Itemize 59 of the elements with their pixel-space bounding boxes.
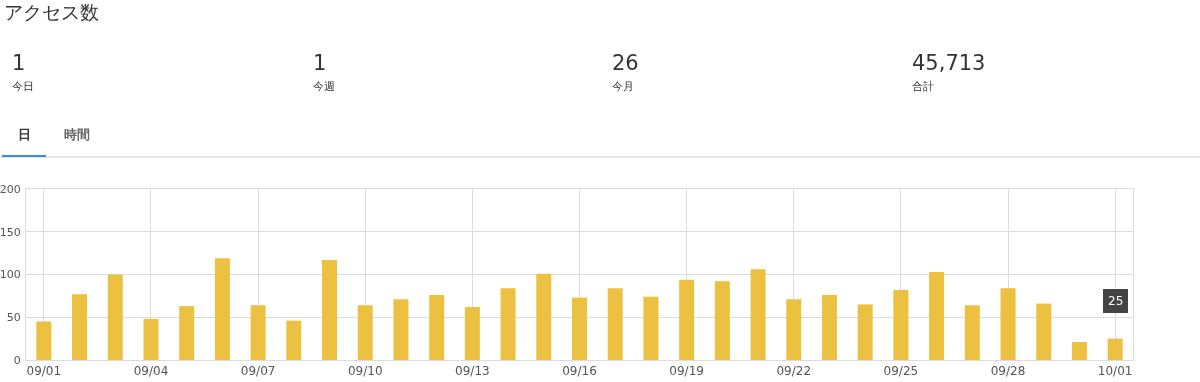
bar [143, 318, 159, 360]
bar [393, 299, 409, 360]
bar [786, 299, 802, 360]
bar [750, 269, 766, 360]
text: 今日 [12, 80, 34, 93]
x-tick-label: 09/28 [990, 364, 1026, 379]
bar [821, 295, 837, 360]
bar [1000, 288, 1016, 360]
text: 26 [612, 51, 639, 75]
x-tick-label: 09/10 [347, 364, 383, 379]
text: 1 [313, 51, 327, 75]
x-tick-label: 10/01 [1097, 364, 1133, 379]
bar [964, 305, 980, 360]
x-tick-label: 09/01 [26, 364, 62, 379]
x-tick-label: 09/16 [562, 364, 597, 379]
bar [679, 279, 695, 360]
bar [107, 274, 123, 360]
bar [857, 304, 873, 360]
annotation: 25 [1108, 294, 1124, 308]
bar [179, 306, 195, 360]
bar [322, 259, 338, 360]
y-tick-label: 50 [6, 311, 21, 325]
bar [929, 271, 945, 360]
x-tick-label: 09/19 [669, 364, 704, 379]
bar [36, 321, 52, 360]
text: 今週 [313, 80, 335, 93]
x-tick-label: 09/13 [455, 364, 490, 379]
bar [1036, 303, 1052, 360]
bar [607, 288, 623, 360]
bar [429, 295, 445, 360]
bar [357, 305, 373, 360]
x-tick-label: 09/25 [883, 364, 919, 379]
bar [536, 273, 552, 360]
y-tick-label: 0 [13, 353, 21, 367]
text: 今月 [612, 80, 634, 93]
bar [464, 306, 480, 360]
bar [250, 305, 266, 360]
bar [214, 258, 230, 360]
bar [1107, 338, 1123, 360]
x-tick-label: 09/22 [776, 364, 812, 379]
text: 1 [12, 51, 26, 75]
x-tick-label: 09/07 [240, 364, 276, 379]
bar [572, 297, 587, 360]
bar [72, 294, 88, 360]
bar [1071, 342, 1087, 360]
y-tick-label: 200 [0, 182, 21, 196]
bar [500, 288, 516, 360]
bar [893, 289, 909, 360]
bar [643, 296, 659, 360]
bar [714, 281, 730, 360]
x-tick-label: 09/04 [133, 364, 169, 379]
text: 時間 [64, 127, 90, 142]
text: 45,713 [912, 51, 986, 75]
y-tick-label: 150 [0, 225, 21, 239]
text: 合計 [912, 80, 934, 93]
text: 日 [18, 127, 31, 142]
chart-title: アクセス数 [4, 1, 99, 23]
y-tick-label: 100 [0, 268, 21, 282]
bar [286, 320, 302, 360]
